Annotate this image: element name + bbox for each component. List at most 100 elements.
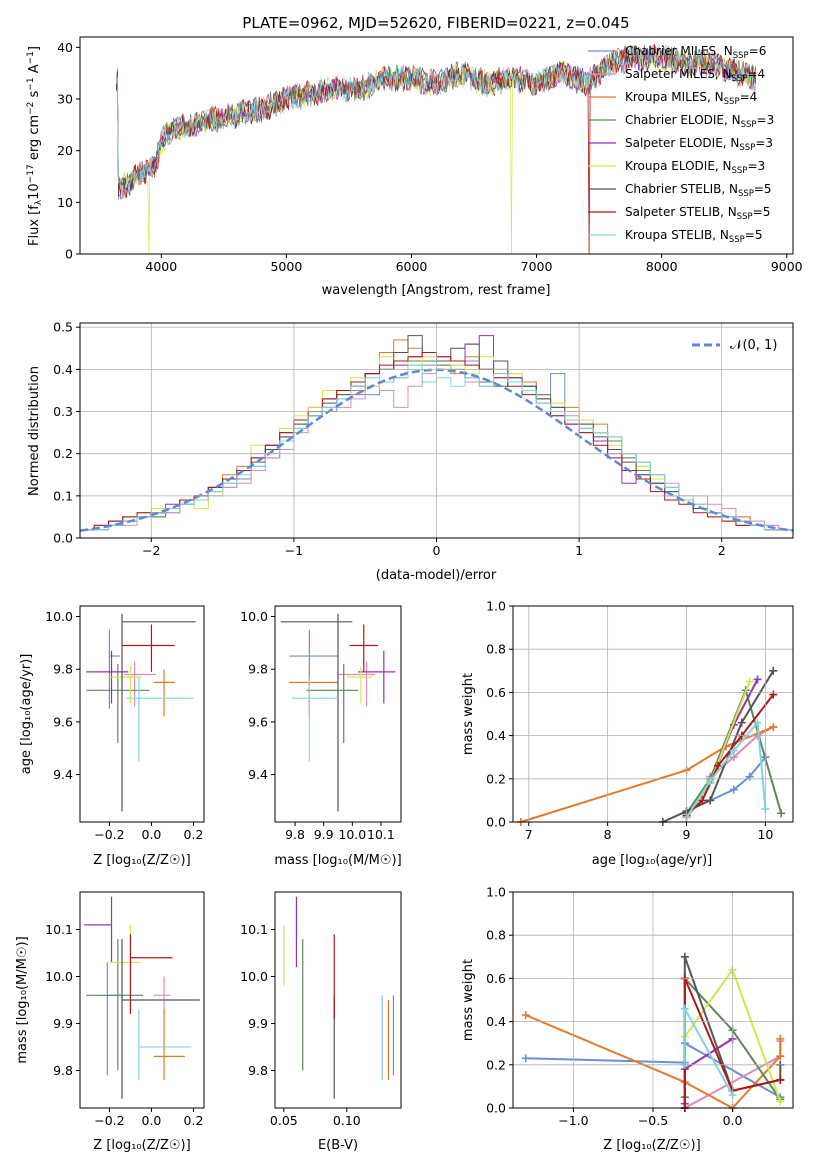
weight-marker bbox=[680, 952, 689, 961]
x-tick-label: 8000 bbox=[646, 259, 678, 274]
y-tick-label: 10 bbox=[57, 195, 73, 210]
mass-vs-z-xlabel: Z [log₁₀(Z/Z☉)] bbox=[93, 1138, 190, 1153]
legend-label: Kroupa STELIB, NSSP=5 bbox=[625, 228, 763, 245]
mass-vs-z-ylabel: mass [log₁₀(M/M☉)] bbox=[15, 936, 30, 1063]
x-tick-label: −1 bbox=[285, 543, 303, 558]
x-tick-label: 1 bbox=[575, 543, 583, 558]
weight-marker bbox=[680, 1004, 689, 1013]
weight-vs-z-xlabel: Z [log₁₀(Z/Z☉)] bbox=[603, 1138, 700, 1153]
weight-vs-age-ylabel: mass weight bbox=[461, 673, 476, 755]
legend-label: Chabrier ELODIE, NSSP=3 bbox=[625, 113, 774, 130]
weight-marker bbox=[745, 677, 754, 686]
y-tick-label: 10.1 bbox=[45, 922, 73, 937]
spectrum-legend: Chabrier MILES, NSSP=6 Salpeter MILES, NS… bbox=[588, 44, 774, 245]
y-tick-label: 0.3 bbox=[53, 404, 73, 419]
age-vs-mass-panel: 9.8 9.9 10.0 10.19.49.69.810.0 mass [log₁₀(… bbox=[240, 605, 402, 868]
weight-marker bbox=[521, 1011, 530, 1020]
weight-marker bbox=[706, 796, 715, 805]
weight-vs-z-ylabel: mass weight bbox=[461, 959, 476, 1041]
weight-line-kroupa-miles bbox=[520, 726, 774, 823]
weight-marker bbox=[698, 796, 707, 805]
x-tick-label: −0.5 bbox=[638, 1113, 668, 1128]
x-tick-label: 0.0 bbox=[142, 827, 162, 842]
mass-vs-ebv-xlabel: E(B-V) bbox=[318, 1138, 358, 1153]
x-tick-label: 5000 bbox=[270, 259, 302, 274]
x-tick-label: 0.0 bbox=[142, 1113, 162, 1128]
axes-frame bbox=[274, 891, 402, 1109]
x-tick-label: 7000 bbox=[521, 259, 553, 274]
y-tick-label: 1.0 bbox=[486, 885, 506, 900]
y-tick-label: 0.0 bbox=[53, 531, 73, 546]
y-tick-label: 0.5 bbox=[53, 320, 73, 335]
mass-vs-z-axes: −0.2 0.0 0.2 9.8 9.9 10.0 10.1 bbox=[45, 891, 205, 1128]
x-tick-label: 10.0 bbox=[338, 827, 366, 842]
weight-vs-z-panel: −1.0 −0.5 0.0 0.0 0.2 0.4 0.6 0.8 1.0 Z [log₁₀(Z… bbox=[461, 885, 794, 1153]
weight-marker bbox=[729, 746, 738, 755]
x-tick-label: 0.10 bbox=[333, 1113, 361, 1128]
legend-label: Salpeter STELIB, NSSP=5 bbox=[625, 205, 770, 222]
spectrum-plot-area bbox=[115, 44, 757, 255]
x-tick-label: 4000 bbox=[145, 259, 177, 274]
age-vs-z-plot-area bbox=[86, 613, 196, 812]
x-tick-label: 2 bbox=[718, 543, 726, 558]
y-tick-label: 0.4 bbox=[486, 728, 506, 743]
x-tick-label: 7 bbox=[525, 827, 533, 842]
weight-vs-age-axes: 7 8 9 10 0.0 0.2 0.4 0.6 0.8 1.0 bbox=[486, 599, 794, 842]
weight-marker bbox=[737, 718, 746, 727]
weight-marker bbox=[776, 1075, 785, 1084]
age-vs-z-axes: −0.2 0.0 0.2 9.4 9.6 9.8 10.0 bbox=[45, 605, 205, 842]
age-vs-z-xlabel: Z [log₁₀(Z/Z☉)] bbox=[93, 853, 190, 868]
y-tick-label: 9.8 bbox=[248, 1063, 268, 1078]
weight-vs-age-panel: 7 8 9 10 0.0 0.2 0.4 0.6 0.8 1.0 age [log₁₀(age/y… bbox=[461, 599, 794, 868]
y-tick-label: 10.1 bbox=[240, 922, 268, 937]
histogram-xlabel: (data-model)/error bbox=[376, 568, 497, 583]
weight-marker bbox=[776, 1034, 785, 1043]
mass-vs-ebv-plot-area bbox=[283, 896, 395, 1099]
spectrum-ylabel: Flux [fλ10−17 erg cm−2 s−1 A−1] bbox=[26, 46, 44, 246]
y-tick-label: 0.2 bbox=[486, 1057, 506, 1072]
x-tick-label: 0 bbox=[433, 543, 441, 558]
y-tick-label: 0.8 bbox=[486, 928, 506, 943]
age-vs-z-ylabel: age [log₁₀(age/yr)] bbox=[19, 654, 34, 775]
y-tick-label: 0.0 bbox=[486, 1101, 506, 1116]
histogram-ylabel: Normed distribution bbox=[27, 366, 42, 496]
x-tick-label: 9000 bbox=[771, 259, 803, 274]
mass-vs-ebv-axes: 0.05 0.10 9.8 9.9 10.0 10.1 bbox=[240, 891, 402, 1128]
x-tick-label: 8 bbox=[604, 827, 612, 842]
y-tick-label: 10.0 bbox=[240, 969, 268, 984]
y-tick-label: 0.8 bbox=[486, 642, 506, 657]
weight-marker bbox=[753, 718, 762, 727]
weight-vs-age-xlabel: age [log₁₀(age/yr)] bbox=[592, 853, 713, 868]
x-tick-label: −2 bbox=[142, 543, 160, 558]
mass-vs-z-panel: −0.2 0.0 0.2 9.8 9.9 10.0 10.1 Z [log₁₀(Z/Z☉)]… bbox=[15, 891, 205, 1153]
x-tick-label: 0.0 bbox=[723, 1113, 743, 1128]
weight-marker bbox=[521, 1054, 530, 1063]
age-vs-mass-plot-area bbox=[280, 613, 396, 812]
histogram-legend: 𝒩(0, 1) bbox=[692, 338, 777, 353]
y-tick-label: 9.8 bbox=[248, 662, 268, 677]
x-tick-label: 10 bbox=[757, 827, 773, 842]
weight-marker bbox=[753, 675, 762, 684]
y-tick-label: 40 bbox=[57, 40, 73, 55]
y-tick-label: 10.0 bbox=[45, 969, 73, 984]
weight-marker bbox=[776, 1052, 785, 1061]
weight-marker bbox=[769, 690, 778, 699]
legend-label: Chabrier STELIB, NSSP=5 bbox=[625, 182, 772, 199]
axes-frame bbox=[79, 891, 205, 1109]
y-tick-label: 9.8 bbox=[53, 662, 73, 677]
weight-marker bbox=[777, 809, 786, 818]
normal-legend-label: 𝒩(0, 1) bbox=[730, 338, 777, 353]
mass-vs-z-plot-area bbox=[84, 896, 200, 1099]
y-tick-label: 0.6 bbox=[486, 685, 506, 700]
y-tick-label: 10.0 bbox=[45, 609, 73, 624]
y-tick-label: 9.8 bbox=[53, 1063, 73, 1078]
weight-marker bbox=[745, 772, 754, 781]
y-tick-label: 0.4 bbox=[486, 1014, 506, 1029]
spectrum-panel: PLATE=0962, MJD=52620, FIBERID=0221, z=0… bbox=[26, 14, 803, 298]
x-tick-label: 9 bbox=[683, 827, 691, 842]
x-tick-label: 9.8 bbox=[285, 827, 305, 842]
axes-frame bbox=[512, 605, 794, 823]
y-tick-label: 20 bbox=[57, 143, 73, 158]
y-tick-label: 9.6 bbox=[248, 714, 268, 729]
y-tick-label: 0.4 bbox=[53, 362, 73, 377]
